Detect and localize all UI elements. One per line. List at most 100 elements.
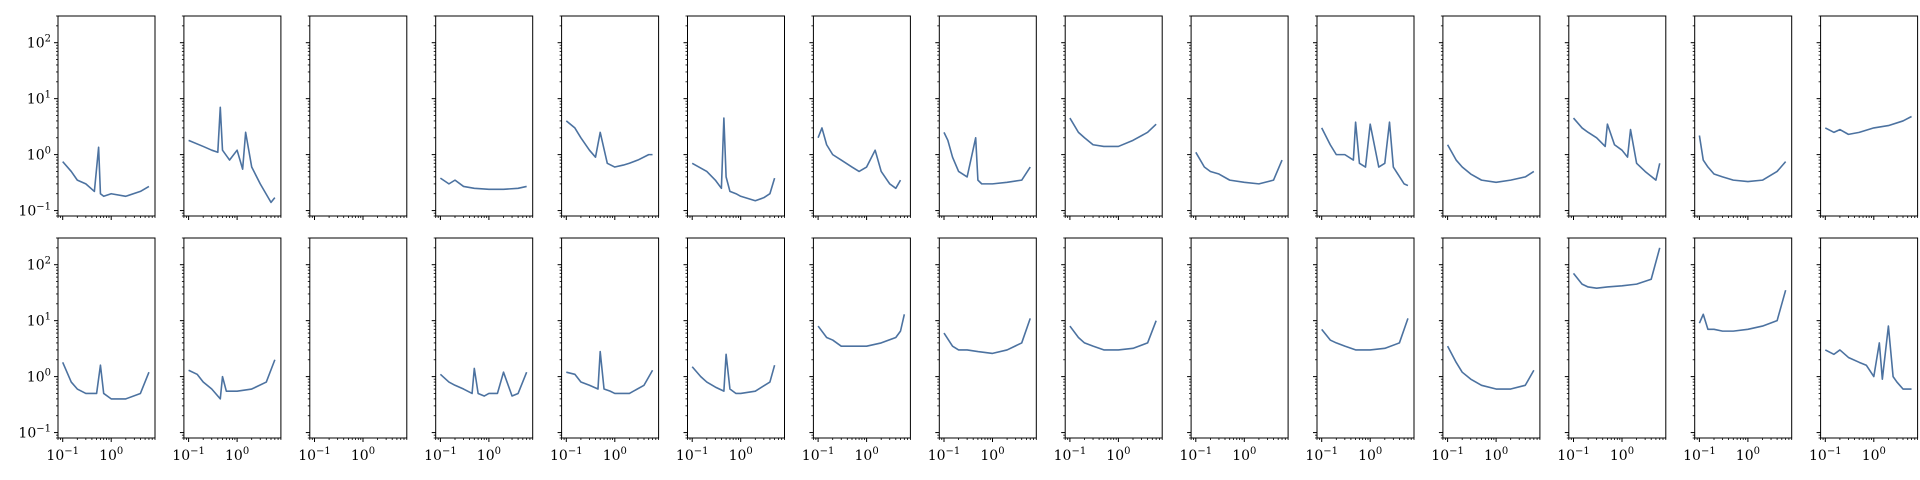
series-line xyxy=(1824,115,1912,136)
x-tick-label: 100 xyxy=(1358,446,1382,464)
panel-r1-c3 xyxy=(305,15,408,220)
panel-r1-c11 xyxy=(1313,15,1415,220)
x-tick-label: 10−1 xyxy=(676,446,709,464)
series-line xyxy=(1321,318,1409,351)
series-line xyxy=(1446,345,1535,390)
panel-r2-c7: 10−1 100 xyxy=(802,237,911,464)
panel-r1-c13 xyxy=(1564,15,1667,220)
panel-r2-c5: 10−1 100 xyxy=(550,237,660,464)
axes-frame xyxy=(1316,15,1415,217)
series-line xyxy=(1572,247,1661,290)
panel-r1-c10 xyxy=(1187,15,1289,220)
axes-frame xyxy=(938,237,1037,439)
axes-frame xyxy=(1442,237,1541,439)
series-line xyxy=(1698,135,1787,183)
series-line xyxy=(1320,121,1409,187)
axes-frame xyxy=(1820,15,1919,217)
y-tick-label: 102 xyxy=(27,256,51,274)
axes-frame xyxy=(435,15,534,217)
series-line xyxy=(1069,117,1157,148)
panel-r1-c2 xyxy=(179,15,282,220)
series-line xyxy=(1069,320,1157,351)
series-line xyxy=(1824,325,1912,390)
series-line xyxy=(1572,117,1661,181)
x-tick-label: 100 xyxy=(1736,446,1760,464)
x-tick-label: 100 xyxy=(1610,446,1634,464)
panel-r1-c8 xyxy=(935,15,1037,220)
panel-r1-c1: 10−1 100 101 102 xyxy=(18,15,156,220)
series-line xyxy=(943,318,1031,355)
x-tick-label: 100 xyxy=(603,446,627,464)
panel-r2-c3: 10−1 100 xyxy=(298,237,408,464)
x-tick-label: 10−1 xyxy=(550,446,583,464)
axes-frame xyxy=(1694,237,1793,439)
series-line xyxy=(943,132,1031,185)
series-line xyxy=(565,120,653,168)
y-tick-label: 101 xyxy=(27,312,51,330)
series-line xyxy=(61,362,150,400)
panel-r1-c5 xyxy=(557,15,660,220)
axes-frame xyxy=(57,237,156,439)
x-tick-label: 10−1 xyxy=(1180,446,1213,464)
x-tick-label: 100 xyxy=(99,446,123,464)
x-tick-label: 100 xyxy=(980,446,1004,464)
x-tick-label: 10−1 xyxy=(298,446,331,464)
axes-frame xyxy=(309,237,408,439)
y-tick-label: 101 xyxy=(27,90,51,108)
x-tick-label: 10−1 xyxy=(1557,446,1590,464)
x-tick-label: 10−1 xyxy=(1054,446,1087,464)
series-line xyxy=(439,367,528,397)
series-line xyxy=(817,314,906,347)
panel-r2-c14: 10−1 100 xyxy=(1683,237,1793,464)
series-line xyxy=(439,177,527,191)
panel-r2-c4: 10−1 100 xyxy=(424,237,534,464)
axes-frame xyxy=(1568,15,1667,217)
panel-r2-c13: 10−1 100 xyxy=(1557,237,1667,464)
axes-frame xyxy=(309,15,408,217)
axes-frame xyxy=(812,15,911,217)
x-tick-label: 100 xyxy=(1232,446,1256,464)
panel-r1-c14 xyxy=(1690,15,1793,220)
panel-r2-c12: 10−1 100 xyxy=(1431,237,1541,464)
x-tick-label: 10−1 xyxy=(424,446,457,464)
axes-frame xyxy=(1064,15,1163,217)
x-tick-label: 10−1 xyxy=(928,446,961,464)
axes-frame xyxy=(561,237,660,439)
axes-frame xyxy=(561,15,660,217)
x-tick-label: 10−1 xyxy=(802,446,835,464)
axes-frame xyxy=(1694,15,1793,217)
x-tick-label: 100 xyxy=(729,446,753,464)
axes-frame xyxy=(57,15,156,217)
y-tick-label: 100 xyxy=(27,368,51,386)
x-tick-label: 10−1 xyxy=(1809,446,1842,464)
axes-frame xyxy=(1442,15,1541,217)
panel-r1-c12 xyxy=(1438,15,1541,220)
x-tick-label: 10−1 xyxy=(1683,446,1716,464)
axes-frame xyxy=(1568,237,1667,439)
series-line xyxy=(62,146,150,198)
series-line xyxy=(188,106,276,204)
series-line xyxy=(1446,144,1535,184)
panel-r2-c6: 10−1 100 xyxy=(676,237,785,464)
x-tick-label: 100 xyxy=(225,446,249,464)
axes-frame xyxy=(1190,15,1289,217)
x-tick-label: 100 xyxy=(1106,446,1130,464)
panel-r1-c6 xyxy=(683,15,785,220)
series-line xyxy=(691,353,776,395)
series-line xyxy=(691,117,776,202)
panel-r1-c4 xyxy=(431,15,534,220)
x-tick-label: 100 xyxy=(1484,446,1508,464)
x-tick-label: 100 xyxy=(477,446,501,464)
series-line xyxy=(566,350,654,395)
axes-frame xyxy=(435,237,534,439)
x-tick-label: 10−1 xyxy=(46,446,79,464)
panel-r2-c9: 10−1 100 xyxy=(1054,237,1163,464)
panel-r2-c2: 10−1 100 xyxy=(172,237,282,464)
y-tick-label: 100 xyxy=(27,146,51,164)
series-line xyxy=(188,359,276,400)
y-tick-label: 10−1 xyxy=(18,424,51,442)
panel-r1-c15 xyxy=(1816,15,1919,220)
axes-frame xyxy=(938,15,1037,217)
axes-frame xyxy=(687,237,785,439)
